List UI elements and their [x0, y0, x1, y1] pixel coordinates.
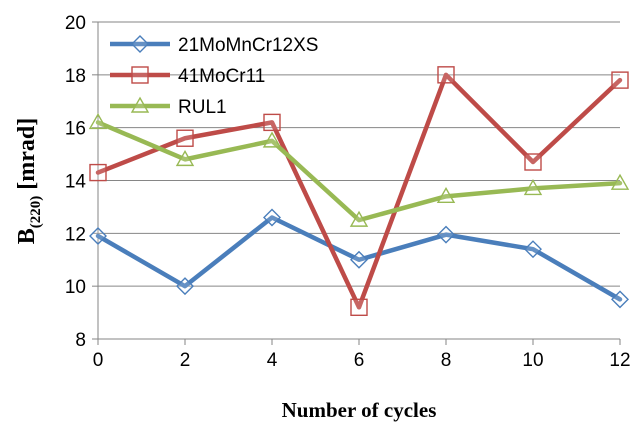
series-3 [88, 112, 630, 227]
legend-item-3: RUL1 [110, 96, 227, 118]
data-point-s2-3 [350, 298, 368, 316]
data-point-s3-4 [436, 186, 456, 204]
data-point-s1-0 [89, 226, 107, 245]
data-point-s2-1 [176, 129, 194, 147]
data-point-s2-2 [263, 113, 281, 132]
data-point-s2-4 [437, 66, 455, 84]
data-point-s1-4 [437, 225, 455, 244]
x-tick-label-4: 4 [267, 350, 278, 371]
legend-marker-2 [131, 66, 149, 84]
x-tick-label-12: 12 [609, 350, 630, 371]
legend-label-1: 21MoMnCr12XS [178, 35, 318, 56]
x-tick-labels: 0 2 4 6 8 10 12 [93, 350, 631, 371]
y-tick-labels: 8 10 12 14 16 18 20 [65, 13, 87, 351]
data-point-s1-2 [263, 208, 281, 227]
series-group [88, 66, 630, 316]
legend-marker-1 [131, 35, 149, 53]
data-point-s1-5 [524, 240, 542, 259]
legend-item-2: 41MoCr11 [110, 66, 265, 87]
y-tick-label-18: 18 [65, 66, 86, 87]
y-tick-label-14: 14 [65, 172, 87, 193]
data-point-s3-3 [349, 210, 369, 227]
legend-item-1: 21MoMnCr12XS [110, 35, 318, 56]
y-tick-label-10: 10 [65, 277, 86, 298]
data-point-s3-5 [523, 179, 543, 196]
series-line-2 [95, 72, 623, 310]
legend-label-3: RUL1 [178, 97, 227, 118]
legend-label-2: 41MoCr11 [178, 66, 265, 87]
series-1 [89, 208, 629, 309]
series-line-1 [95, 215, 623, 302]
y-tick-label-16: 16 [65, 119, 86, 140]
y-tick-label-12: 12 [65, 224, 86, 245]
data-point-s1-3 [350, 250, 368, 269]
data-point-s3-0 [88, 112, 108, 130]
data-point-s3-6 [610, 173, 630, 190]
data-point-s2-6 [611, 71, 629, 89]
x-tick-label-2: 2 [180, 350, 191, 371]
y-axis-title-main: B [14, 228, 40, 244]
legend-marker-3 [130, 96, 150, 113]
x-tick-label-6: 6 [354, 350, 365, 371]
legend: 21MoMnCr12XS 41MoCr11 RUL1 [110, 35, 318, 118]
data-point-s3-1 [175, 149, 195, 167]
x-tick-label-0: 0 [93, 350, 104, 371]
x-tick-label-10: 10 [522, 350, 543, 371]
y-axis-title-subscript: (220) [28, 196, 44, 229]
x-tick-label-8: 8 [441, 350, 452, 371]
series-2 [89, 66, 629, 316]
data-point-s1-6 [611, 290, 629, 309]
data-point-s2-5 [524, 153, 542, 171]
y-tick-label-20: 20 [65, 13, 86, 34]
series-line-3 [95, 120, 623, 223]
data-point-s2-0 [89, 163, 107, 182]
y-axis-title-unit: [mrad] [14, 118, 40, 196]
y-tick-label-8: 8 [75, 330, 86, 351]
x-axis-title: Number of cycles [282, 398, 437, 422]
y-axis-title: B(220) [mrad] [14, 118, 44, 245]
data-point-s1-1 [176, 277, 194, 296]
data-point-s3-2 [262, 131, 282, 148]
